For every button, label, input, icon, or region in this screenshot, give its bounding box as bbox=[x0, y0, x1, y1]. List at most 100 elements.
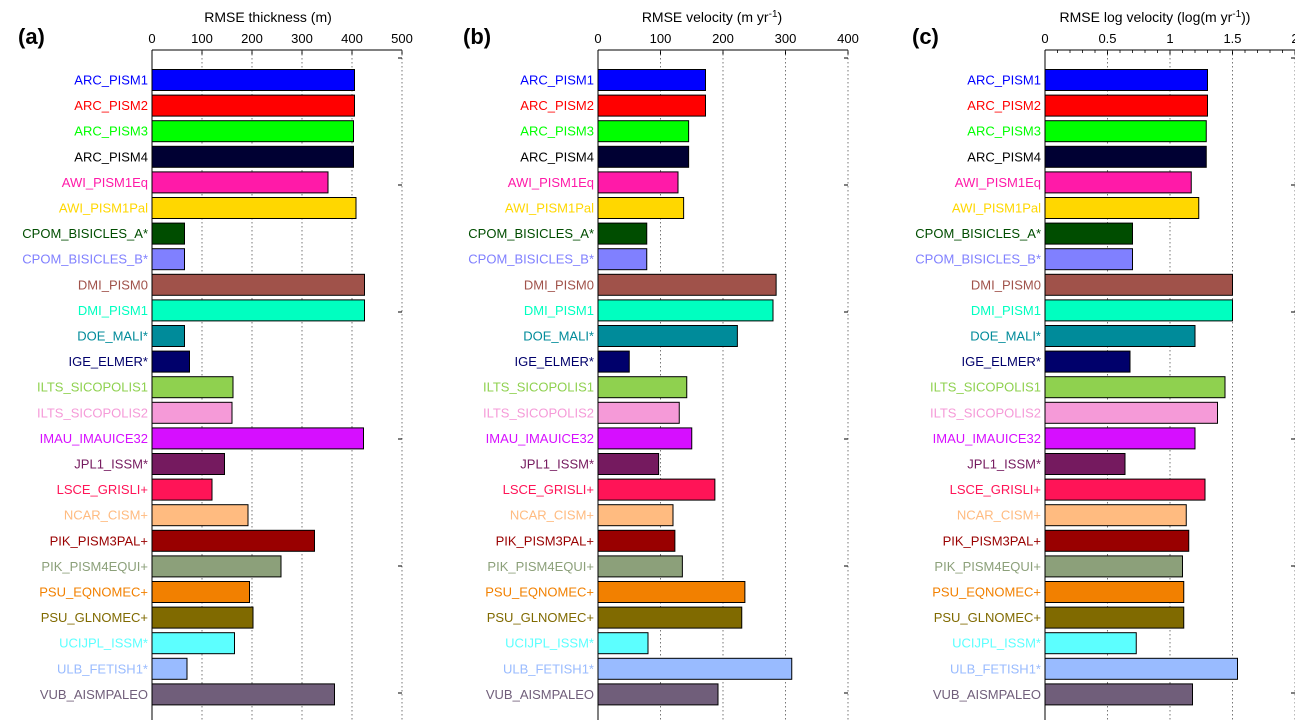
x-tick-label: 1 bbox=[1166, 31, 1173, 46]
panel-label: (c) bbox=[912, 24, 939, 49]
bar bbox=[1044, 171, 1192, 194]
category-label: ULB_FETISH1* bbox=[503, 661, 594, 676]
bar bbox=[597, 504, 674, 527]
x-tick-label: 400 bbox=[341, 31, 363, 46]
panel-label: (b) bbox=[463, 24, 491, 49]
category-label: ARC_PISM3 bbox=[967, 124, 1041, 139]
category-label: PIK_PISM3PAL+ bbox=[943, 533, 1041, 548]
x-tick-label: 200 bbox=[241, 31, 263, 46]
bar bbox=[1044, 197, 1200, 219]
bar bbox=[151, 401, 233, 424]
bar bbox=[151, 145, 354, 168]
x-tick-label: 1.5 bbox=[1223, 31, 1241, 46]
bar bbox=[151, 94, 355, 117]
bar bbox=[597, 657, 793, 680]
category-label: PIK_PISM4EQUI+ bbox=[41, 559, 148, 574]
category-label: ARC_PISM3 bbox=[520, 124, 594, 139]
bar bbox=[151, 376, 234, 399]
category-label: PIK_PISM4EQUI+ bbox=[934, 559, 1041, 574]
bar bbox=[151, 273, 365, 296]
x-tick-label: 300 bbox=[291, 31, 313, 46]
category-label: CPOM_BISICLES_B* bbox=[915, 252, 1041, 267]
bar bbox=[597, 632, 649, 655]
category-label: DMI_PISM0 bbox=[78, 277, 148, 292]
x-tick-label: 2 bbox=[1291, 31, 1295, 46]
bar bbox=[151, 504, 249, 527]
bar bbox=[597, 145, 690, 168]
category-label: ULB_FETISH1* bbox=[57, 661, 148, 676]
category-label: DOE_MALI* bbox=[523, 329, 594, 344]
category-label: VUB_AISMPALEO bbox=[933, 687, 1041, 702]
bar bbox=[151, 222, 185, 245]
category-label: PSU_EQNOMEC+ bbox=[39, 585, 148, 600]
bar bbox=[1044, 248, 1133, 271]
bar bbox=[151, 529, 315, 552]
panel-label: (a) bbox=[18, 24, 45, 49]
category-label: PIK_PISM3PAL+ bbox=[496, 533, 594, 548]
category-label: ARC_PISM4 bbox=[520, 149, 594, 164]
category-label: ARC_PISM3 bbox=[74, 124, 148, 139]
x-tick-label: 100 bbox=[191, 31, 213, 46]
category-label: PSU_EQNOMEC+ bbox=[932, 585, 1041, 600]
bar bbox=[1044, 350, 1131, 373]
bar bbox=[1044, 555, 1183, 578]
bar bbox=[151, 657, 188, 680]
category-label: DOE_MALI* bbox=[970, 329, 1041, 344]
category-label: ARC_PISM2 bbox=[967, 98, 1041, 113]
bar bbox=[151, 581, 250, 603]
bar bbox=[1044, 529, 1190, 552]
bar bbox=[597, 683, 719, 706]
bar bbox=[1044, 145, 1207, 168]
category-label: ILTS_SICOPOLIS1 bbox=[37, 380, 148, 395]
category-label: AWI_PISM1Eq bbox=[508, 175, 594, 190]
x-tick-label: 200 bbox=[712, 31, 734, 46]
x-tick-label: 0 bbox=[1041, 31, 1048, 46]
category-label: PSU_EQNOMEC+ bbox=[485, 585, 594, 600]
x-axis-title: RMSE velocity (m yr-1) bbox=[642, 9, 782, 25]
bar bbox=[1044, 376, 1226, 399]
bar bbox=[1044, 273, 1233, 296]
category-label: IMAU_IMAUICE32 bbox=[40, 431, 148, 446]
category-label: DMI_PISM1 bbox=[524, 303, 594, 318]
category-label: DMI_PISM0 bbox=[524, 277, 594, 292]
bar bbox=[597, 581, 746, 603]
bar bbox=[597, 325, 738, 347]
bar bbox=[1044, 94, 1208, 117]
bar bbox=[1044, 683, 1193, 706]
bar bbox=[151, 171, 329, 194]
category-label: ILTS_SICOPOLIS1 bbox=[483, 380, 594, 395]
bar bbox=[597, 273, 777, 296]
category-label: IGE_ELMER* bbox=[515, 354, 594, 369]
category-label: AWI_PISM1Pal bbox=[59, 201, 148, 216]
bar bbox=[597, 427, 693, 450]
bar bbox=[151, 478, 213, 501]
bar bbox=[151, 427, 364, 450]
bar bbox=[1044, 427, 1196, 450]
category-label: ILTS_SICOPOLIS1 bbox=[930, 380, 1041, 395]
category-label: CPOM_BISICLES_B* bbox=[22, 252, 148, 267]
x-tick-label: 100 bbox=[650, 31, 672, 46]
category-label: NCAR_CISM+ bbox=[64, 508, 148, 523]
category-label: CPOM_BISICLES_A* bbox=[468, 226, 594, 241]
bar bbox=[1044, 69, 1208, 91]
bar bbox=[1044, 606, 1185, 629]
x-tick-label: 400 bbox=[837, 31, 859, 46]
bar bbox=[597, 171, 679, 194]
bar bbox=[1044, 120, 1207, 143]
category-label: IGE_ELMER* bbox=[69, 354, 148, 369]
bar bbox=[1044, 632, 1137, 655]
category-label: CPOM_BISICLES_A* bbox=[22, 226, 148, 241]
bar bbox=[597, 94, 706, 117]
bar bbox=[151, 453, 225, 475]
category-label: CPOM_BISICLES_A* bbox=[915, 226, 1041, 241]
category-label: LSCE_GRISLI+ bbox=[57, 482, 148, 497]
category-label: ARC_PISM1 bbox=[520, 73, 594, 88]
category-label: ARC_PISM2 bbox=[520, 98, 594, 113]
category-label: AWI_PISM1Eq bbox=[62, 175, 148, 190]
bar bbox=[151, 299, 365, 322]
category-label: AWI_PISM1Eq bbox=[955, 175, 1041, 190]
category-label: ILTS_SICOPOLIS2 bbox=[930, 405, 1041, 420]
bar bbox=[151, 69, 355, 91]
category-label: LSCE_GRISLI+ bbox=[950, 482, 1041, 497]
